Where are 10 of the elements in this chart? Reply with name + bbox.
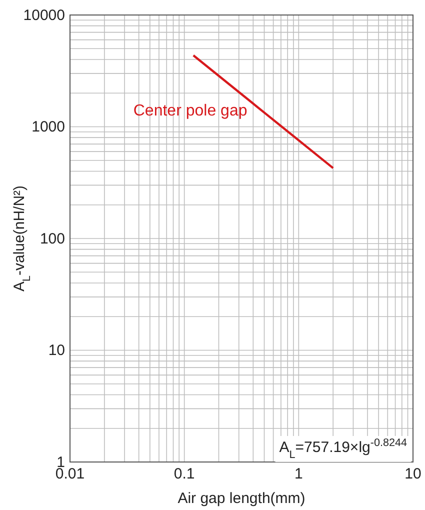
y-tick-label: 1000: [32, 118, 65, 136]
annotation: A$_{L}$=757.19×lg$^{-0.8244}$: [279, 437, 407, 461]
x-tick-label: 1: [294, 466, 303, 483]
x-tick-label: 10: [404, 466, 422, 483]
x-tick-label: 0.1: [174, 466, 195, 483]
series-label: Center pole gap: [133, 102, 248, 120]
y-tick-label: 100: [40, 230, 65, 248]
y-tick-label: 10: [48, 342, 65, 360]
y-tick-label: 10000: [23, 6, 65, 24]
x-axis-title: Air gap length(mm): [178, 490, 306, 507]
